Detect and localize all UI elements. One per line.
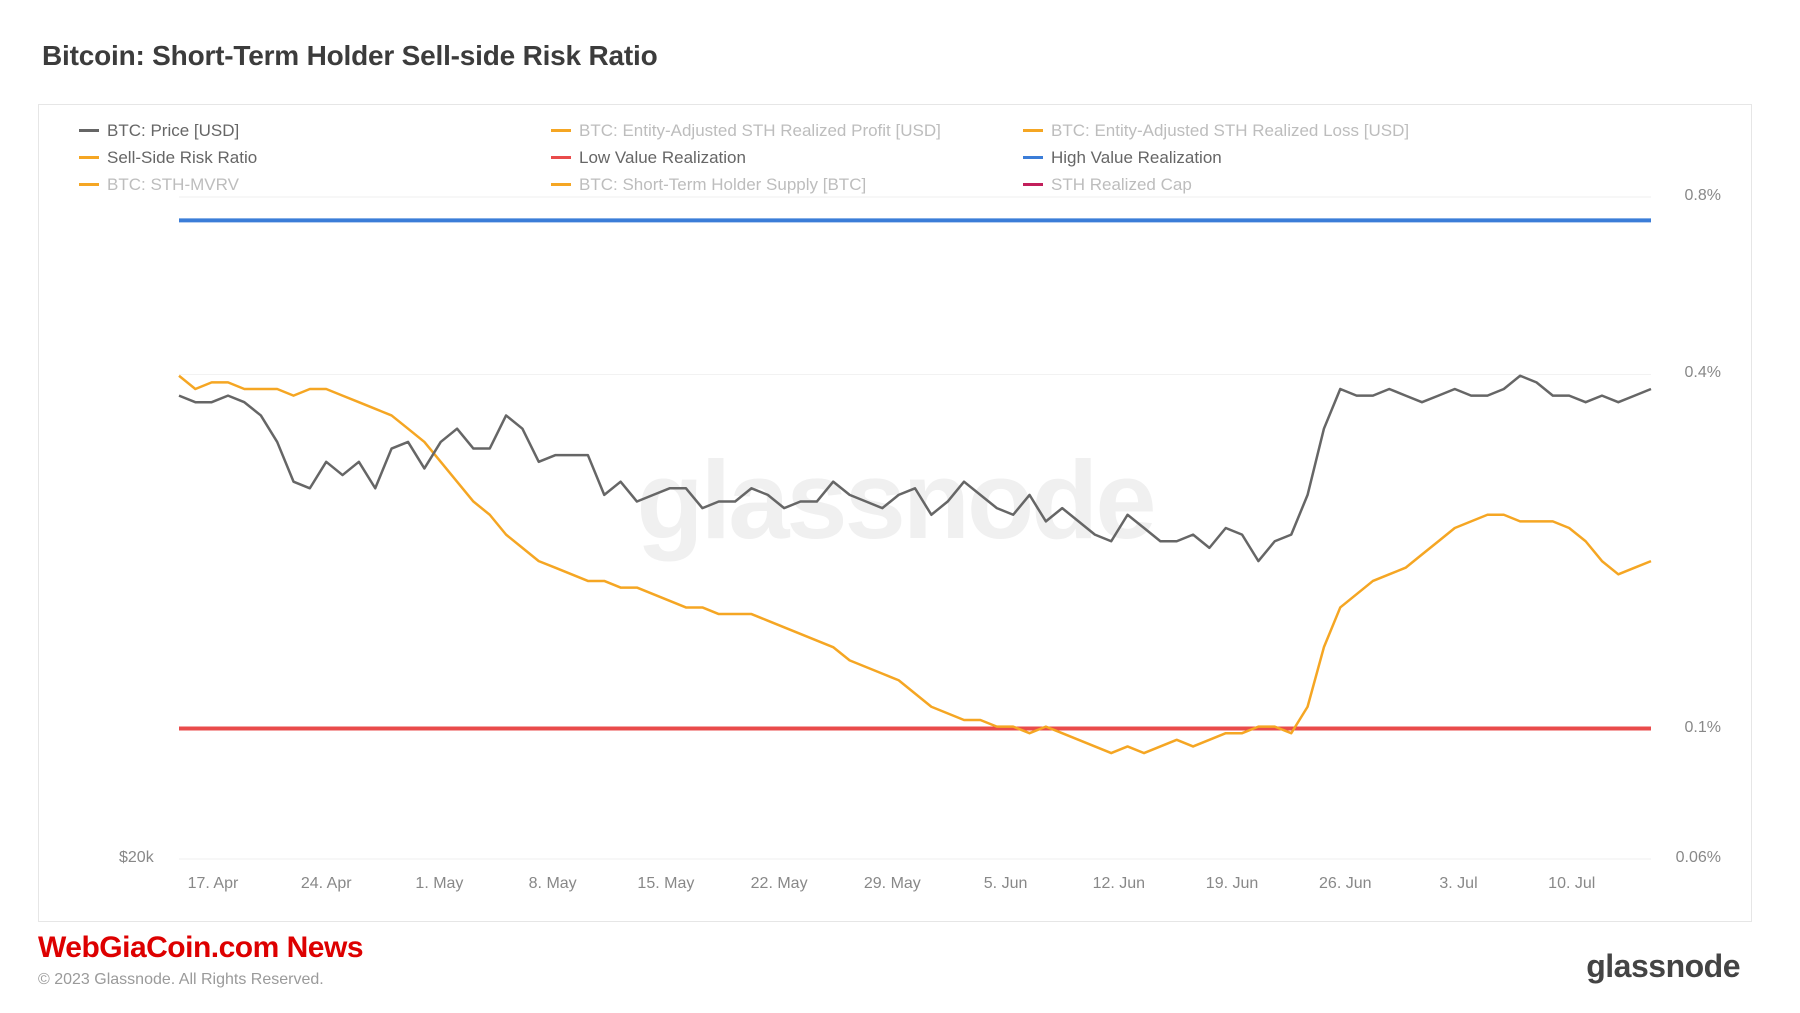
- y-right-tick: 0.8%: [1685, 187, 1721, 205]
- y-right-tick: 0.4%: [1685, 364, 1721, 382]
- legend-swatch: [1023, 183, 1043, 186]
- x-tick: 8. May: [529, 875, 577, 893]
- copyright: © 2023 Glassnode. All Rights Reserved.: [38, 971, 363, 989]
- y-left-tick: $20k: [119, 849, 154, 867]
- x-tick: 1. May: [415, 875, 463, 893]
- legend-item[interactable]: BTC: Entity-Adjusted STH Realized Profit…: [551, 117, 1011, 144]
- x-tick: 19. Jun: [1206, 875, 1258, 893]
- legend-swatch: [79, 156, 99, 159]
- legend-label: Sell-Side Risk Ratio: [107, 144, 257, 171]
- chart-svg: [179, 197, 1651, 859]
- legend-label: BTC: Short-Term Holder Supply [BTC]: [579, 171, 866, 198]
- legend-swatch: [79, 129, 99, 132]
- legend-item[interactable]: BTC: STH-MVRV: [79, 171, 539, 198]
- legend-label: BTC: Entity-Adjusted STH Realized Profit…: [579, 117, 941, 144]
- legend-label: BTC: Price [USD]: [107, 117, 239, 144]
- legend-item[interactable]: STH Realized Cap: [1023, 171, 1483, 198]
- x-tick: 15. May: [637, 875, 694, 893]
- chart-title: Bitcoin: Short-Term Holder Sell-side Ris…: [42, 40, 1752, 72]
- legend-swatch: [79, 183, 99, 186]
- legend-item[interactable]: Sell-Side Risk Ratio: [79, 144, 539, 171]
- x-tick: 26. Jun: [1319, 875, 1371, 893]
- legend-item[interactable]: Low Value Realization: [551, 144, 1011, 171]
- brand-overlay: WebGiaCoin.com News: [38, 931, 363, 965]
- x-tick: 3. Jul: [1439, 875, 1477, 893]
- legend-label: High Value Realization: [1051, 144, 1222, 171]
- x-tick: 12. Jun: [1093, 875, 1145, 893]
- x-tick: 29. May: [864, 875, 921, 893]
- x-tick: 10. Jul: [1548, 875, 1595, 893]
- legend-swatch: [551, 129, 571, 132]
- legend-label: BTC: Entity-Adjusted STH Realized Loss […: [1051, 117, 1409, 144]
- legend-item[interactable]: BTC: Price [USD]: [79, 117, 539, 144]
- legend: BTC: Price [USD] BTC: Entity-Adjusted STH…: [79, 117, 1691, 199]
- chart-container: BTC: Price [USD] BTC: Entity-Adjusted STH…: [38, 104, 1752, 922]
- legend-swatch: [551, 156, 571, 159]
- x-tick: 22. May: [751, 875, 808, 893]
- legend-label: STH Realized Cap: [1051, 171, 1192, 198]
- legend-swatch: [1023, 156, 1043, 159]
- x-tick: 24. Apr: [301, 875, 352, 893]
- legend-item[interactable]: BTC: Entity-Adjusted STH Realized Loss […: [1023, 117, 1483, 144]
- legend-swatch: [551, 183, 571, 186]
- y-right-tick: 0.06%: [1676, 849, 1721, 867]
- legend-item[interactable]: BTC: Short-Term Holder Supply [BTC]: [551, 171, 1011, 198]
- footer: WebGiaCoin.com News © 2023 Glassnode. Al…: [38, 931, 363, 989]
- legend-swatch: [1023, 129, 1043, 132]
- y-right-tick: 0.1%: [1685, 719, 1721, 737]
- x-tick: 5. Jun: [984, 875, 1028, 893]
- plot-area: 0.06%0.1%0.4%0.8%$20k17. Apr24. Apr1. Ma…: [179, 197, 1651, 859]
- glassnode-logo: glassnode: [1586, 948, 1740, 985]
- x-tick: 17. Apr: [188, 875, 239, 893]
- legend-item[interactable]: High Value Realization: [1023, 144, 1483, 171]
- legend-label: BTC: STH-MVRV: [107, 171, 239, 198]
- legend-label: Low Value Realization: [579, 144, 746, 171]
